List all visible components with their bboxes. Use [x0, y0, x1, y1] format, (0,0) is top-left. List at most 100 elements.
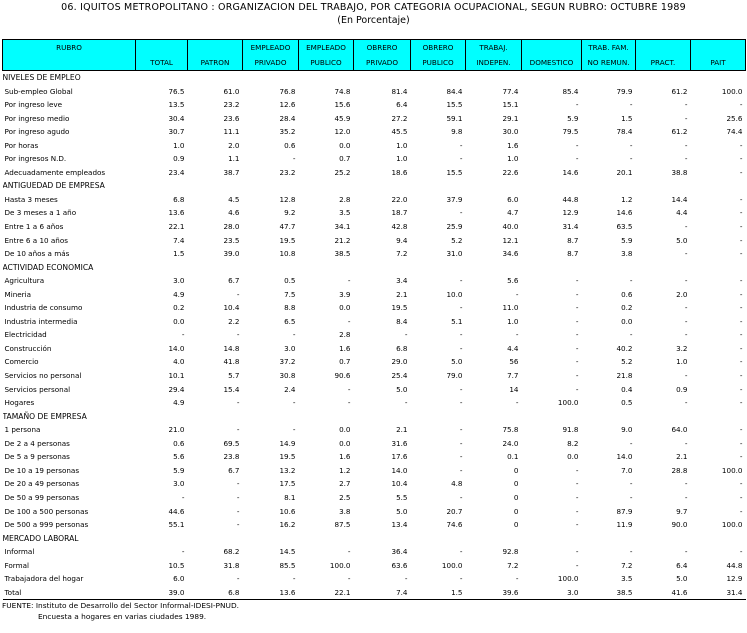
cell: 23.2	[223, 100, 240, 110]
cell: 10.8	[279, 249, 296, 259]
cell: -	[459, 384, 463, 394]
cell: -	[684, 547, 688, 557]
cell: -	[575, 465, 579, 475]
data-row: De 100 a 500 personas 44.6 - 10.6 3.8 5.0 20.7…	[3, 505, 746, 519]
cell: 5.2	[451, 235, 463, 245]
cell: -	[629, 100, 633, 110]
cell: 35.2	[279, 127, 296, 137]
cell: -	[684, 492, 688, 502]
cell: 23.4	[168, 167, 185, 177]
cell: 12.9	[726, 574, 743, 584]
cell: -	[347, 316, 351, 326]
row-label: Agricultura	[4, 276, 45, 286]
cell: 14.9	[279, 438, 296, 448]
cell: -	[575, 384, 579, 394]
cell: 0.9	[173, 154, 185, 164]
cell: 38.5	[334, 249, 351, 259]
cell: 0.0	[339, 303, 351, 313]
cell: 1.6	[507, 140, 519, 150]
data-row: De 20 a 49 personas 3.0 - 17.5 2.7 10.4 4.8 0 - -…	[3, 477, 746, 491]
cell: -	[515, 398, 519, 408]
header-text: OBRERO	[422, 43, 454, 52]
cell: 5.9	[567, 113, 579, 123]
cell: 68.2	[223, 547, 240, 557]
cell: 6.7	[228, 465, 240, 475]
cell: -	[575, 479, 579, 489]
cell: 41.6	[671, 587, 688, 597]
data-row: Formal 10.5 31.8 85.5 100.0 63.6 100.0 7.2 - 7.2 6…	[3, 559, 746, 573]
header-text: TOTAL	[150, 58, 173, 67]
cell: 44.8	[562, 194, 579, 204]
cell: 4.9	[173, 398, 185, 408]
cell: -	[292, 574, 296, 584]
cell: 1.6	[339, 343, 351, 353]
cell: 3.5	[339, 208, 351, 218]
cell: 17.6	[391, 452, 408, 462]
data-row: Entre 1 a 6 años 22.1 28.0 47.7 34.1 42.8 25.9…	[3, 220, 746, 234]
cell: -	[739, 425, 743, 435]
cell: -	[739, 479, 743, 489]
cell: 85.4	[562, 86, 579, 96]
cell: -	[347, 398, 351, 408]
cell: -	[181, 547, 185, 557]
cell: 0.2	[173, 303, 185, 313]
cell: 22.0	[391, 194, 408, 204]
cell: 2.4	[284, 384, 296, 394]
row-label: Por ingreso agudo	[4, 127, 70, 137]
cell: 19.5	[279, 235, 296, 245]
data-row: Electricidad - - - 2.8 - - - - - - -	[3, 328, 746, 342]
row-label: Hogares	[4, 398, 35, 408]
cell: 40.2	[616, 343, 633, 353]
cell: 4.0	[173, 357, 185, 367]
cell: -	[404, 398, 408, 408]
cell: -	[236, 520, 240, 530]
cell: 5.6	[173, 452, 185, 462]
header-text: OBRERO	[366, 43, 398, 52]
cell: 5.2	[621, 357, 633, 367]
cell: 5.0	[451, 357, 463, 367]
cell: 13.6	[279, 587, 296, 597]
cell: 6.5	[284, 316, 296, 326]
cell: -	[575, 330, 579, 340]
cell: -	[739, 330, 743, 340]
cell: 2.0	[676, 289, 688, 299]
cell: 61.0	[223, 86, 240, 96]
cell: 1.2	[621, 194, 633, 204]
cell: -	[575, 547, 579, 557]
cell: -	[684, 398, 688, 408]
cell: -	[347, 574, 351, 584]
cell: 92.8	[502, 547, 519, 557]
data-row: De 50 a 99 personas - - 8.1 2.5 5.5 - 0 - - - -	[3, 491, 746, 505]
column-header: RUBRO	[2, 39, 136, 71]
cell: -	[459, 140, 463, 150]
cell: -	[459, 438, 463, 448]
row-label: Industria de consumo	[4, 303, 83, 313]
cell: -	[292, 330, 296, 340]
cell: 61.2	[671, 127, 688, 137]
cell: 13.2	[279, 465, 296, 475]
cell: 25.4	[391, 371, 408, 381]
column-header: EMPLEADO PRIVADO	[242, 39, 299, 71]
cell: 11.1	[223, 127, 240, 137]
cell: 34.6	[502, 249, 519, 259]
data-row: Sub-empleo Global 76.5 61.0 76.8 74.8 81.4 84.…	[3, 85, 746, 99]
column-header: PATRON	[187, 39, 243, 71]
column-header: DOMESTICO	[521, 39, 582, 71]
cell: -	[181, 330, 185, 340]
cell: 14.0	[616, 452, 633, 462]
cell: 7.5	[284, 289, 296, 299]
cell: 31.6	[391, 438, 408, 448]
cell: -	[684, 330, 688, 340]
cell: 100.0	[721, 465, 743, 475]
cell: 100.0	[721, 86, 743, 96]
cell: -	[515, 289, 519, 299]
cell: -	[459, 547, 463, 557]
cell: 38.7	[223, 167, 240, 177]
cell: 79.5	[562, 127, 579, 137]
cell: 0.9	[676, 384, 688, 394]
cell: 28.0	[223, 222, 240, 232]
data-row: Entre 6 a 10 años 7.4 23.5 19.5 21.2 9.4 5.2 12…	[3, 234, 746, 248]
cell: 2.8	[339, 330, 351, 340]
cell: -	[575, 357, 579, 367]
cell: 13.5	[168, 100, 185, 110]
